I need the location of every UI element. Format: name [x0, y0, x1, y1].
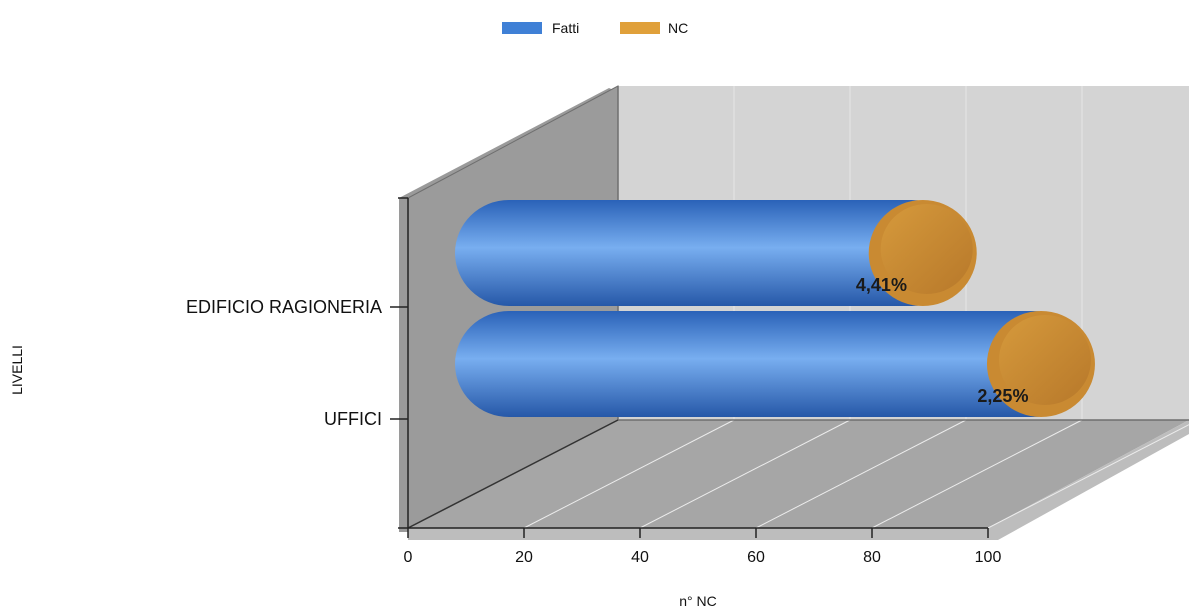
floor-gridline: [523, 419, 735, 529]
bar-nc-face: [998, 315, 1091, 405]
category-label: UFFICI: [324, 409, 382, 429]
legend-swatch-fatti: [502, 22, 542, 34]
x-axis-ticks: 0 20 40 60 80 100: [404, 528, 1002, 566]
x-tick-label: 0: [404, 549, 413, 566]
floor: [408, 420, 1189, 528]
data-label: 4,41%: [856, 275, 907, 295]
legend-swatch-nc: [620, 22, 660, 34]
x-tick-label: 100: [975, 549, 1002, 566]
legend-label-nc: NC: [668, 20, 688, 36]
floor-gridline: [639, 419, 851, 529]
legend-label-fatti: Fatti: [552, 20, 579, 36]
category-label: EDIFICIO RAGIONERIA: [186, 297, 382, 317]
x-tick-label: 40: [631, 549, 649, 566]
bars: 4,41% 2,25%: [455, 200, 1095, 417]
x-tick-label: 20: [515, 549, 533, 566]
bar-nc-face: [880, 204, 973, 294]
bar-fatti: [455, 200, 966, 306]
x-tick-label: 60: [747, 549, 765, 566]
x-tick-label: 80: [863, 549, 881, 566]
bar-fatti: [455, 311, 1087, 417]
floor-gridline: [755, 419, 967, 529]
category-labels: EDIFICIO RAGIONERIA UFFICI: [186, 297, 408, 429]
data-label: 2,25%: [977, 386, 1028, 406]
floor-gridline: [871, 419, 1083, 529]
floor-gridline: [987, 424, 1189, 529]
y-axis-title: LIVELLI: [9, 345, 25, 395]
x-axis-title: n° NC: [679, 593, 717, 608]
legend: Fatti NC: [502, 20, 688, 36]
floor-left-edge: [407, 419, 619, 529]
